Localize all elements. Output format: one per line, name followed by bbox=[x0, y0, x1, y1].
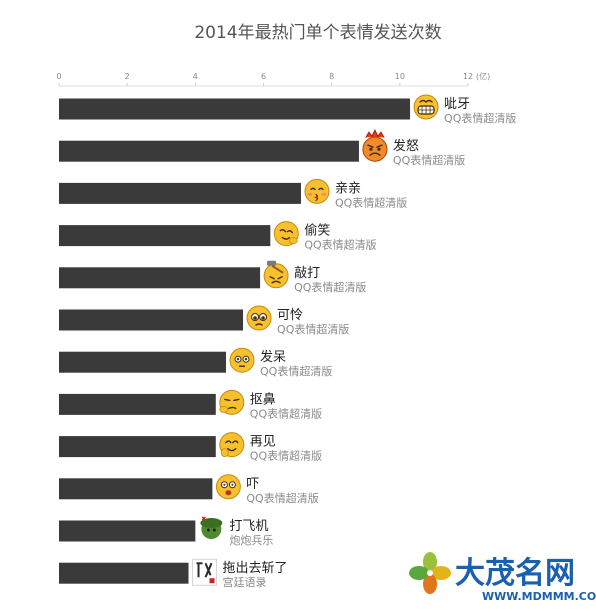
emoji-name-label: 抠鼻 bbox=[250, 391, 276, 407]
emoji-source-label: QQ表情超清版 bbox=[277, 322, 349, 336]
emoji-name-label: 发呆 bbox=[260, 349, 286, 365]
grin-emoji-icon bbox=[413, 94, 439, 120]
bar bbox=[59, 182, 301, 204]
emoji-source-label: 炮炮兵乐 bbox=[229, 534, 273, 547]
bar bbox=[59, 520, 196, 542]
emoji-source-label: QQ表情超清版 bbox=[250, 406, 322, 420]
bar bbox=[59, 562, 189, 584]
emoji-name-label: 呲牙 bbox=[444, 97, 470, 112]
x-tick-label: 0 bbox=[56, 72, 61, 81]
emoji-source-label: QQ表情超清版 bbox=[393, 153, 465, 167]
x-tick-label: 6 bbox=[261, 72, 266, 81]
bar bbox=[59, 436, 216, 458]
daze-emoji-icon bbox=[229, 347, 255, 373]
emoji-name-label: 发怒 bbox=[393, 138, 419, 154]
bar bbox=[59, 478, 213, 500]
emoji-source-label: QQ表情超清版 bbox=[304, 238, 376, 252]
emoji-name-label: 再见 bbox=[250, 435, 276, 450]
cannon-soldier-sticker-icon bbox=[200, 516, 223, 539]
clover-logo-icon bbox=[409, 552, 451, 594]
watermark-text: 大茂名网 bbox=[455, 556, 575, 591]
kiss-emoji-icon bbox=[304, 178, 330, 204]
emoji-source-label: 宫廷语录 bbox=[223, 575, 267, 589]
angry-emoji-icon bbox=[362, 129, 388, 162]
bar bbox=[59, 98, 411, 120]
emoji-source-label: QQ表情超清版 bbox=[335, 195, 407, 209]
bar bbox=[59, 393, 216, 415]
axis-unit-label: (亿) bbox=[476, 71, 490, 81]
x-axis-ticks: 0 2 4 6 8 10 12 bbox=[56, 72, 473, 86]
x-tick-label: 4 bbox=[193, 72, 198, 81]
snicker-emoji-icon bbox=[273, 221, 299, 247]
emoji-name-label: 可怜 bbox=[277, 308, 303, 323]
emoji-name-label: 打飞机 bbox=[229, 519, 268, 534]
emoji-name-label: 拖出去斩了 bbox=[223, 561, 288, 576]
chart-title: 2014年最热门单个表情发送次数 bbox=[194, 23, 441, 43]
x-tick-label: 10 bbox=[395, 72, 405, 81]
x-tick-label: 12 bbox=[463, 72, 473, 81]
emoji-source-label: QQ表情超清版 bbox=[294, 280, 366, 294]
bar-group: 呲牙QQ表情超清版发怒QQ表情超清版亲亲QQ表情超清版偷笑QQ表情超清版敲打QQ… bbox=[59, 94, 516, 589]
x-tick-label: 8 bbox=[329, 72, 334, 81]
scared-emoji-icon bbox=[215, 474, 241, 500]
pitiful-emoji-icon bbox=[246, 305, 272, 331]
bar bbox=[59, 225, 271, 247]
bar bbox=[59, 309, 244, 331]
bar bbox=[59, 267, 261, 289]
nose-pick-emoji-icon bbox=[219, 389, 245, 415]
emoji-source-label: QQ表情超清版 bbox=[444, 111, 516, 125]
bar bbox=[59, 351, 227, 373]
emoji-name-label: 亲亲 bbox=[335, 181, 361, 196]
bar bbox=[59, 140, 359, 162]
hammer-emoji-icon bbox=[263, 260, 289, 289]
emoji-source-label: QQ表情超清版 bbox=[260, 364, 332, 378]
watermark-url: WWW.MDMMM.COM bbox=[482, 590, 596, 603]
emoji-source-label: QQ表情超清版 bbox=[246, 491, 318, 505]
emoji-name-label: 偷笑 bbox=[304, 223, 330, 239]
palace-quote-sticker-icon bbox=[192, 558, 217, 586]
emoji-name-label: 敲打 bbox=[294, 265, 320, 281]
emoji-source-label: QQ表情超清版 bbox=[250, 449, 322, 463]
x-tick-label: 2 bbox=[125, 72, 130, 81]
emoji-name-label: 吓 bbox=[246, 477, 259, 492]
wave-goodbye-emoji-icon bbox=[219, 432, 245, 458]
watermark: 大茂名网 WWW.MDMMM.COM bbox=[409, 552, 596, 603]
